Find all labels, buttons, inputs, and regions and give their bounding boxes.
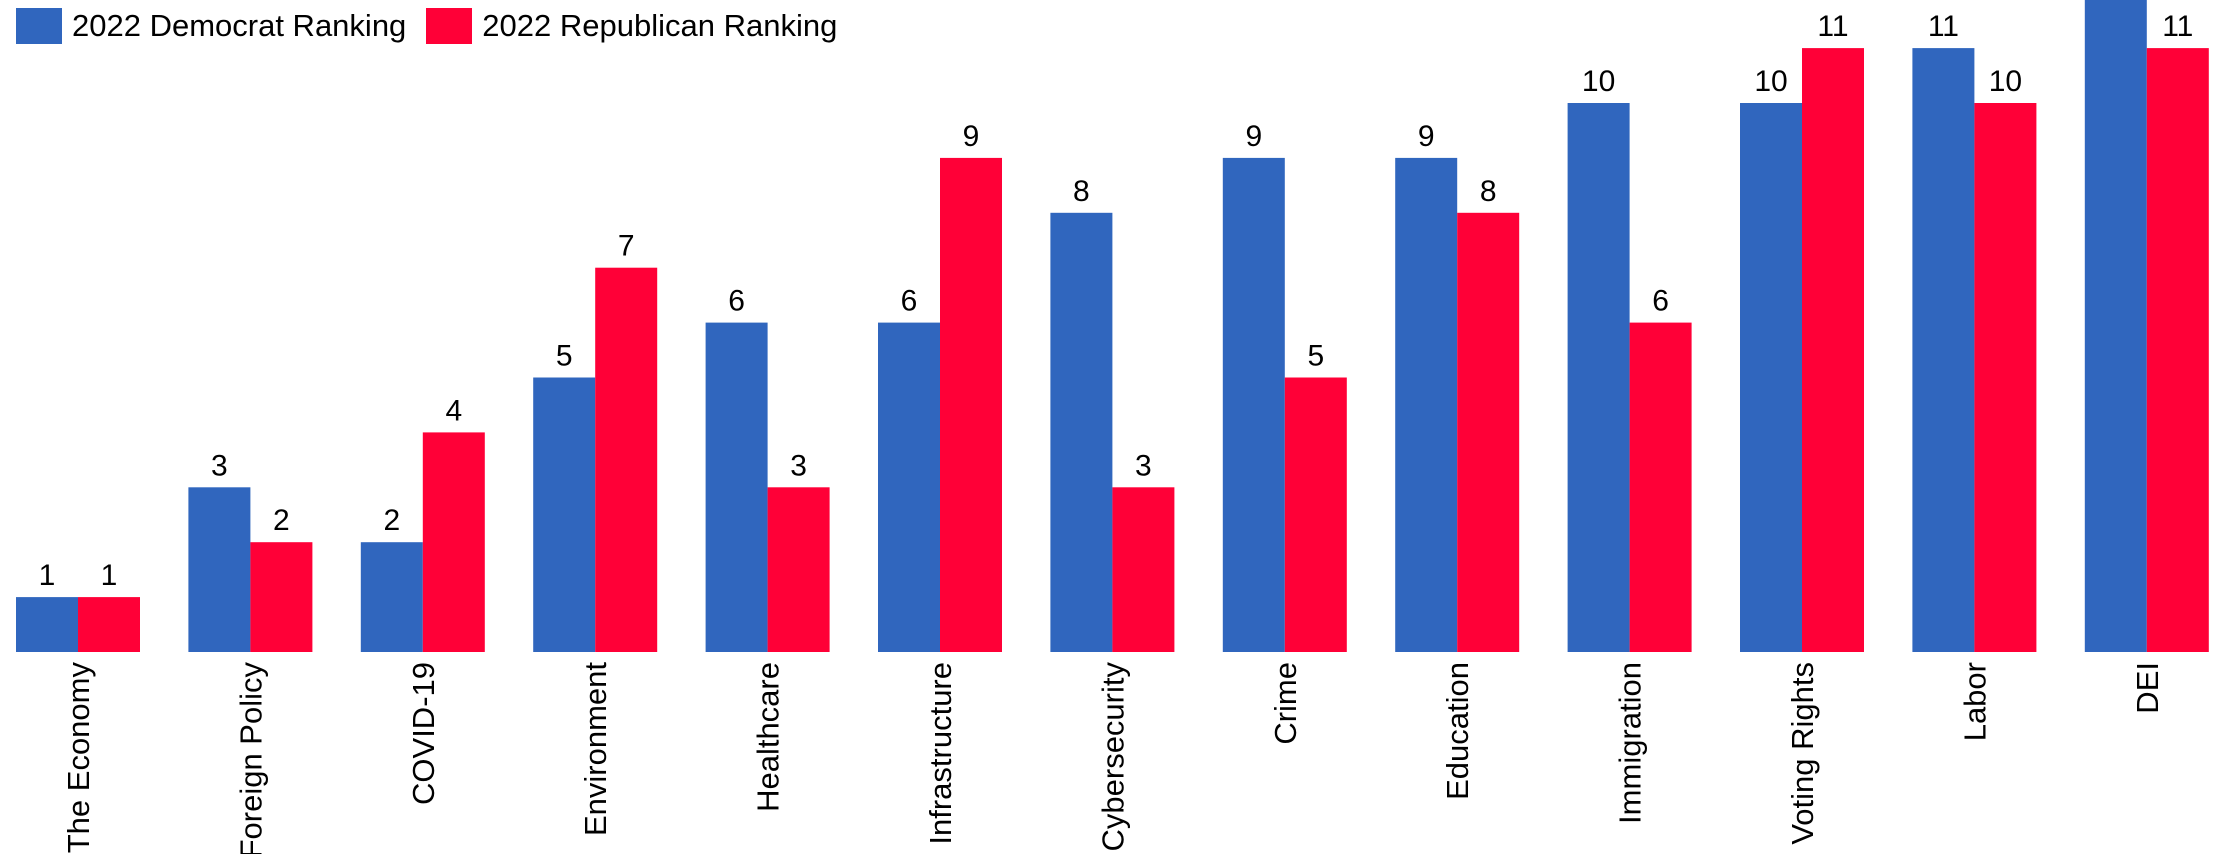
data-label-republican-6: 9 — [963, 120, 980, 153]
bar-republican-4 — [595, 267, 658, 652]
bar-democrat-2 — [188, 487, 251, 652]
bar-democrat-1 — [16, 597, 78, 652]
tick-label-11: Voting Rights — [1785, 662, 1820, 845]
data-label-democrat-11: 10 — [1754, 65, 1787, 98]
tick-label-4: Environment — [578, 662, 613, 836]
tick-label-2: Foreign Policy — [233, 662, 268, 854]
data-label-republican-4: 7 — [618, 230, 635, 263]
legend-swatch-republican — [426, 8, 473, 44]
tick-label-13: DEI — [2130, 662, 2165, 714]
bar-democrat-13 — [2084, 0, 2147, 652]
data-label-democrat-4: 5 — [556, 340, 573, 373]
data-label-democrat-3: 2 — [383, 504, 400, 537]
data-label-republican-1: 1 — [101, 559, 118, 592]
legend-entry-democrat: 2022 Democrat Ranking — [16, 8, 406, 44]
data-label-democrat-5: 6 — [728, 285, 745, 318]
data-label-republican-10: 6 — [1652, 285, 1669, 318]
bar-democrat-8 — [1222, 157, 1285, 652]
data-label-republican-9: 8 — [1480, 175, 1497, 208]
tick-label-3: COVID-19 — [406, 662, 441, 805]
data-label-democrat-9: 9 — [1418, 120, 1435, 153]
tick-label-8: Crime — [1268, 662, 1303, 745]
bar-democrat-4 — [533, 377, 596, 652]
bar-democrat-3 — [360, 542, 423, 652]
data-label-republican-13: 11 — [2162, 10, 2193, 43]
bar-democrat-9 — [1395, 157, 1458, 652]
bar-republican-5 — [767, 487, 830, 652]
bar-republican-2 — [250, 542, 313, 652]
bar-democrat-10 — [1567, 103, 1630, 652]
data-label-democrat-12: 11 — [1928, 10, 1959, 43]
bar-republican-11 — [1802, 48, 1864, 653]
bar-republican-1 — [78, 597, 140, 652]
bar-democrat-5 — [705, 322, 768, 652]
tick-label-7: Cybersecurity — [1095, 662, 1130, 852]
bar-republican-13 — [2146, 48, 2209, 653]
tick-label-6: Infrastructure — [923, 662, 958, 845]
data-label-democrat-2: 3 — [211, 449, 228, 482]
data-label-democrat-6: 6 — [901, 285, 918, 318]
bar-republican-6 — [940, 157, 1002, 652]
tick-label-10: Immigration — [1613, 662, 1648, 824]
bar-democrat-6 — [878, 322, 940, 652]
bar-republican-7 — [1112, 487, 1175, 652]
legend-entry-republican: 2022 Republican Ranking — [426, 8, 837, 44]
data-label-democrat-8: 9 — [1245, 120, 1262, 153]
legend: 2022 Democrat Ranking 2022 Republican Ra… — [16, 6, 857, 46]
bar-republican-8 — [1284, 377, 1347, 652]
bar-republican-3 — [422, 432, 485, 652]
tick-label-5: Healthcare — [751, 662, 786, 812]
bar-republican-12 — [1974, 103, 2037, 652]
legend-swatch-democrat — [16, 8, 62, 44]
data-label-republican-11: 11 — [1817, 10, 1848, 43]
data-label-democrat-1: 1 — [39, 559, 56, 592]
bar-republican-9 — [1457, 212, 1520, 653]
data-label-republican-12: 10 — [1989, 65, 2022, 98]
data-label-republican-8: 5 — [1307, 340, 1324, 373]
data-label-democrat-7: 8 — [1073, 175, 1090, 208]
legend-label-democrat: 2022 Democrat Ranking — [72, 8, 407, 43]
bar-democrat-7 — [1050, 212, 1113, 653]
bar-democrat-11 — [1740, 103, 1802, 652]
data-label-republican-7: 3 — [1135, 449, 1152, 482]
bar-republican-10 — [1629, 322, 1692, 652]
bar-democrat-12 — [1912, 48, 1975, 653]
tick-label-12: Labor — [1957, 662, 1992, 741]
data-label-republican-5: 3 — [790, 449, 807, 482]
tick-label-9: Education — [1440, 662, 1475, 800]
data-label-democrat-10: 10 — [1582, 65, 1615, 98]
legend-label-republican: 2022 Republican Ranking — [482, 8, 838, 43]
data-label-republican-2: 2 — [273, 504, 290, 537]
tick-label-1: The Economy — [61, 662, 96, 854]
data-label-republican-3: 4 — [445, 394, 462, 427]
